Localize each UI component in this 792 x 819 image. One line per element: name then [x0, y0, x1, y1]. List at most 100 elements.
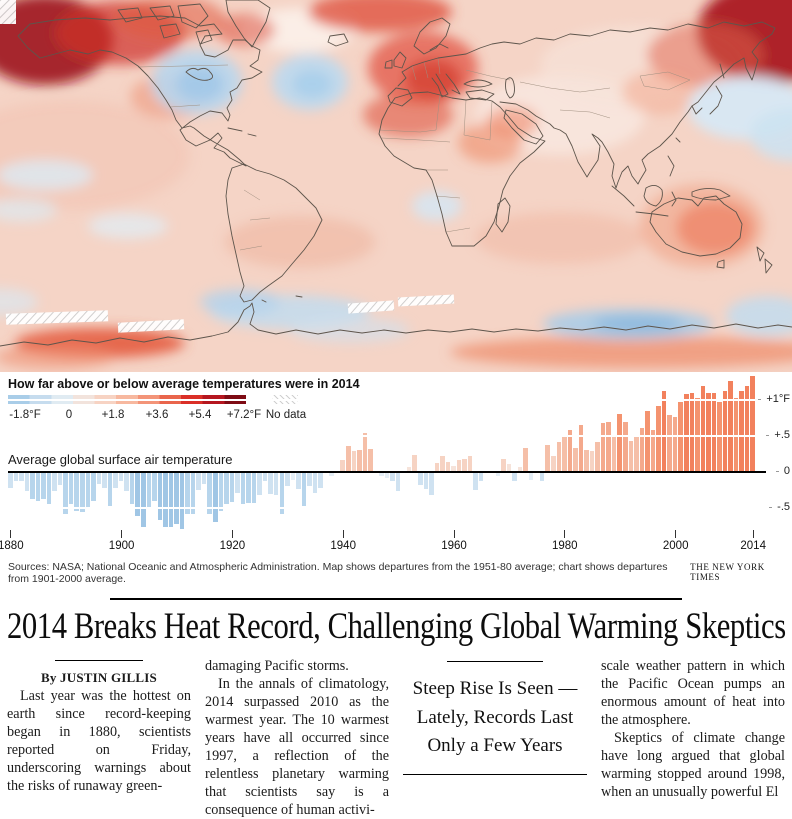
bar-1953	[412, 455, 417, 472]
bar-1883	[24, 472, 30, 492]
bar-1921	[235, 472, 240, 493]
bar-1982	[573, 447, 578, 472]
bar-1991	[623, 421, 628, 472]
bar-1899	[113, 472, 118, 488]
bar-1985	[589, 451, 595, 472]
byline-rule	[55, 660, 143, 661]
world-temperature-map	[0, 0, 792, 372]
x-tick-label: 2000	[662, 540, 689, 552]
bar-2001	[678, 402, 683, 472]
bar-1924	[251, 472, 257, 503]
bar-1937	[323, 472, 329, 474]
bar-1994	[639, 428, 645, 472]
x-tick-mark	[231, 530, 233, 538]
x-tick-label: 1920	[219, 540, 246, 552]
graphic-lower: How far above or below average temperatu…	[0, 372, 792, 558]
bar-1905	[146, 472, 152, 510]
bar-1907	[157, 472, 163, 521]
bar-1910	[174, 472, 179, 524]
bar-1987	[600, 423, 606, 472]
bar-1925	[257, 472, 262, 496]
bar-1917	[213, 472, 218, 523]
bar-1958	[440, 456, 445, 472]
bar-1990	[617, 413, 622, 472]
bar-1986	[595, 442, 600, 472]
x-tick-mark	[453, 530, 455, 538]
scale-label: +3.6	[145, 409, 169, 421]
bar-1892	[74, 472, 80, 511]
bar-1973	[523, 447, 528, 472]
bar-2009	[722, 390, 728, 472]
bar-1980	[562, 436, 567, 472]
bar-1898	[107, 472, 113, 506]
pull-quote-bottom-rule	[403, 773, 587, 775]
bar-1906	[152, 472, 157, 501]
bar-1914	[196, 472, 201, 490]
bar-1923	[246, 472, 251, 503]
bar-1928	[273, 472, 279, 496]
x-tick-mark	[10, 530, 12, 538]
bar-1941	[345, 446, 351, 472]
bar-1939	[334, 472, 340, 474]
bar-1889	[57, 472, 63, 485]
article-column-2: damaging Pacific storms. In the annals o…	[205, 657, 389, 819]
bar-1944	[362, 433, 368, 472]
bar-1897	[102, 472, 107, 488]
bar-1949	[390, 472, 395, 482]
bar-1888	[52, 472, 57, 492]
temperature-bar-chart: Average global surface air temperature	[8, 374, 767, 544]
bar-1891	[68, 472, 74, 505]
headline: 2014 Breaks Heat Record, Challenging Glo…	[7, 606, 786, 647]
bar-1916	[207, 472, 212, 514]
bar-1945	[368, 448, 373, 472]
bar-1988	[606, 421, 611, 472]
bar-1965	[478, 472, 484, 482]
x-tick-mark	[675, 530, 677, 538]
sources-line: Sources: NASA; National Oceanic and Atmo…	[8, 561, 668, 585]
x-tick-label: 1940	[330, 540, 356, 552]
x-tick-mark	[121, 530, 123, 538]
article-column-4: scale weather pattern in which the Pacif…	[601, 657, 785, 819]
pull-quote-line: Steep Rise Is Seen —	[412, 678, 578, 699]
bar-1927	[268, 472, 273, 495]
article-columns: By JUSTIN GILLIS Last year was the hotte…	[0, 657, 792, 819]
bar-1885	[35, 472, 41, 501]
chart-title: Average global surface air temperature	[8, 452, 233, 467]
y-tick-mark	[766, 434, 770, 436]
gridline	[8, 435, 756, 437]
map-continent-outlines	[0, 0, 792, 347]
bar-1961	[456, 460, 462, 472]
bar-1966	[484, 472, 490, 474]
map-nodata-hatch	[0, 0, 455, 333]
paragraph: In the annals of climatology, 2014 surpa…	[205, 676, 389, 819]
bar-1932	[296, 472, 301, 489]
x-tick-mark	[752, 530, 754, 538]
bar-1915	[201, 472, 207, 484]
map-legend-title: How far above or below average temperatu…	[8, 377, 360, 391]
bar-1952	[406, 466, 412, 472]
gridline	[8, 399, 756, 401]
bar-1929	[279, 472, 285, 515]
bar-1962	[462, 459, 467, 472]
scale-label: -1.8°F	[9, 409, 41, 421]
outlet-credit: THE NEW YORK TIMES	[690, 562, 765, 582]
x-tick-mark	[564, 530, 566, 538]
bar-1913	[190, 472, 196, 514]
bar-1904	[140, 472, 146, 527]
bar-1943	[357, 449, 362, 472]
bar-2008	[717, 402, 722, 472]
bar-1970	[506, 464, 512, 472]
bar-1975	[534, 470, 539, 472]
bar-2010	[728, 381, 733, 472]
bar-1950	[395, 472, 401, 492]
bar-1971	[512, 472, 517, 482]
bar-1938	[329, 472, 334, 476]
y-tick-label: +1°F	[750, 393, 790, 405]
bar-1902	[129, 472, 135, 505]
bar-1960	[451, 465, 456, 472]
bar-1954	[418, 472, 423, 485]
bar-1880	[8, 472, 13, 488]
bar-2013	[744, 386, 750, 472]
paragraph: Last year was the hottest on earth since…	[7, 687, 191, 794]
bar-1983	[578, 425, 584, 472]
